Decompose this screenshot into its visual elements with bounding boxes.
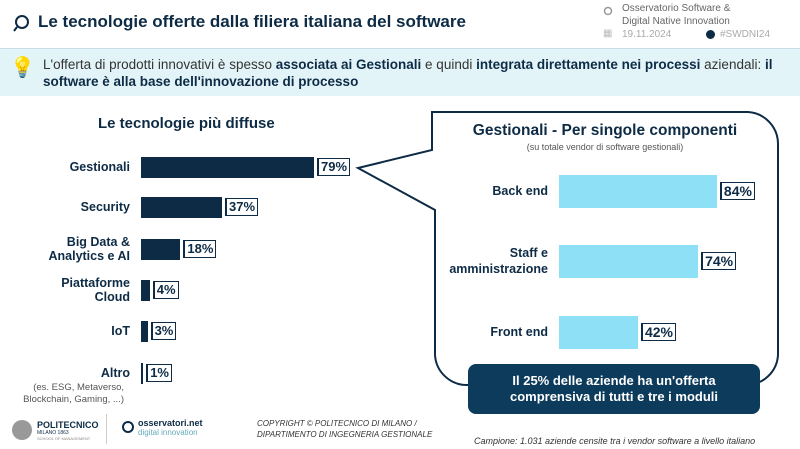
bar: [141, 197, 223, 218]
data-label: 84%: [719, 182, 755, 200]
bar: [141, 321, 148, 342]
event-date: 19.11.2024: [622, 29, 672, 40]
data-label: 1%: [146, 364, 172, 382]
component-label: Back end: [492, 184, 548, 198]
category-label: Big Data & Analytics e AI: [48, 235, 130, 263]
component-label: Staff e amministrazione: [449, 246, 548, 276]
bar: [141, 280, 150, 301]
category-label: IoT: [111, 324, 130, 338]
observatory-small-icon: [603, 6, 613, 16]
calendar-icon: ▦: [603, 28, 613, 39]
data-label: 3%: [150, 322, 177, 340]
copyright-line-2: DIPARTIMENTO DI INGEGNERIA GESTIONALE: [257, 430, 433, 439]
component-bar: [559, 316, 638, 349]
bar: [141, 363, 144, 384]
data-label: 18%: [183, 240, 217, 258]
bar: [141, 157, 314, 178]
component-label: Front end: [490, 325, 548, 339]
category-label: Security: [80, 200, 130, 214]
politecnico-name: POLITECNICO: [37, 420, 99, 430]
altro-note: (es. ESG, Metaverso, Blockchain, Gaming,…: [23, 382, 124, 405]
observatory-name-1: Osservatorio Software &: [622, 3, 731, 14]
lightbulb-hand-icon: 💡: [10, 57, 35, 79]
observatory-name-2: Digital Native Innovation: [622, 16, 730, 27]
bar: [141, 239, 181, 260]
category-label: Gestionali: [69, 160, 130, 174]
data-label: 42%: [640, 323, 676, 341]
observatory-logo-icon: [13, 15, 29, 32]
data-label: 79%: [317, 158, 351, 176]
category-label: Altro: [100, 366, 130, 380]
right-chart-title: Gestionali - Per singole componenti: [472, 122, 738, 139]
key-message-banner: 💡 L'offerta di prodotti innovativi è spe…: [0, 48, 800, 96]
left-chart-title: Le tecnologie più diffuse: [98, 115, 275, 132]
footer-divider: [106, 414, 107, 444]
data-label: 37%: [225, 198, 259, 216]
component-bar: [559, 175, 717, 208]
right-chart-subtitle: (su totale vendor di software gestionali…: [526, 142, 684, 152]
category-label: Piattaforme Cloud: [61, 276, 130, 304]
data-label: 4%: [152, 281, 179, 299]
summary-note: Il 25% delle aziende ha un'offerta compre…: [468, 364, 760, 414]
hashtag: #SWDNI24: [720, 29, 771, 40]
twitter-icon: [706, 30, 715, 39]
osservatori-logo-icon: [122, 421, 134, 433]
key-message: L'offerta di prodotti innovativi è spess…: [43, 57, 773, 89]
politecnico-school: SCHOOL OF MANAGEMENT: [37, 436, 91, 441]
copyright-line-1: COPYRIGHT © POLITECNICO DI MILANO /: [257, 419, 417, 428]
osservatori-logo-sub: digital innovation: [138, 428, 198, 437]
data-label: 74%: [701, 252, 737, 270]
politecnico-sub: MILANO 1863: [37, 430, 69, 436]
component-bar: [559, 245, 699, 278]
sample-note: Campione: 1.031 aziende censite tra i ve…: [474, 436, 756, 446]
page-title: Le tecnologie offerte dalla filiera ital…: [38, 12, 466, 31]
osservatori-logo-text: osservatori.net: [138, 418, 203, 428]
politecnico-seal-icon: [12, 420, 32, 440]
